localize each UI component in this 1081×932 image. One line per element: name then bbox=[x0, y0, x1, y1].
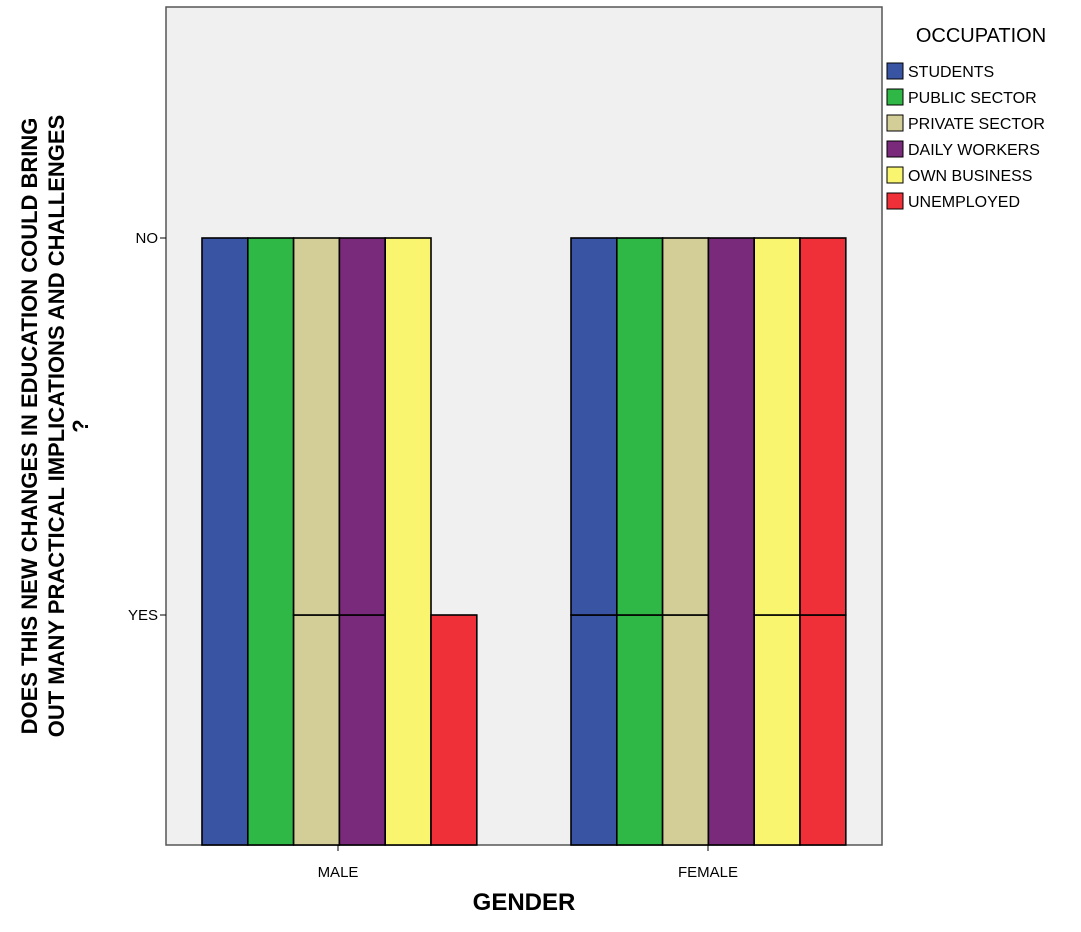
y-axis-title-line-3: ? bbox=[68, 419, 93, 432]
legend-label-own-business: OWN BUSINESS bbox=[908, 168, 1032, 185]
legend-swatch-own-business bbox=[886, 166, 904, 184]
bar-male-daily-workers-no bbox=[338, 237, 386, 616]
x-tick-label-female: FEMALE bbox=[678, 864, 738, 881]
legend-label-private-sector: PRIVATE SECTOR bbox=[908, 116, 1045, 133]
bar-female-unemployed-yes bbox=[799, 614, 847, 846]
legend-swatch-private-sector bbox=[886, 114, 904, 132]
x-tick-label-male: MALE bbox=[318, 864, 359, 881]
y-tick-label-yes: YES bbox=[128, 607, 158, 624]
legend-label-daily-workers: DAILY WORKERS bbox=[908, 142, 1040, 159]
bar-female-daily-workers-no bbox=[707, 237, 756, 846]
bar-female-own-business-no bbox=[753, 237, 801, 616]
legend-label-public-sector: PUBLIC SECTOR bbox=[908, 90, 1037, 107]
y-axis-title: DOES THIS NEW CHANGES IN EDUCATION COULD… bbox=[17, 115, 93, 738]
bar-male-students-no bbox=[201, 237, 249, 846]
bar-female-private-sector-yes bbox=[661, 614, 710, 846]
bar-male-own-business-no bbox=[384, 237, 432, 846]
y-axis-title-line-1: DOES THIS NEW CHANGES IN EDUCATION COULD… bbox=[17, 118, 42, 735]
legend: OCCUPATION STUDENTS PUBLIC SECTOR PRIVATE … bbox=[886, 25, 1046, 211]
bar-female-unemployed-no bbox=[799, 237, 847, 616]
legend-label-unemployed: UNEMPLOYED bbox=[908, 194, 1020, 211]
legend-swatch-unemployed bbox=[886, 192, 904, 210]
legend-swatch-daily-workers bbox=[886, 140, 904, 158]
bar-female-private-sector-no bbox=[661, 237, 710, 616]
bar-female-public-sector-yes bbox=[615, 614, 664, 846]
bar-female-students-no bbox=[570, 237, 618, 616]
x-axis: MALE FEMALE bbox=[318, 845, 738, 881]
bar-male-public-sector-no bbox=[247, 237, 295, 846]
legend-label-students: STUDENTS bbox=[908, 64, 994, 81]
bar-female-students-yes bbox=[570, 614, 618, 846]
bar-male-private-sector-yes bbox=[292, 614, 341, 846]
legend-swatch-public-sector bbox=[886, 88, 904, 106]
legend-swatch-students bbox=[886, 62, 904, 80]
y-axis-title-line-2: OUT MANY PRACTICAL IMPLICATIONS AND CHAL… bbox=[44, 115, 69, 738]
y-axis: YES NO bbox=[128, 230, 166, 624]
bar-female-own-business-yes bbox=[753, 614, 801, 846]
bar-male-private-sector-no bbox=[292, 237, 341, 616]
legend-title: OCCUPATION bbox=[916, 25, 1046, 47]
y-tick-label-no: NO bbox=[136, 230, 159, 247]
bar-male-daily-workers-yes bbox=[338, 614, 386, 846]
bar-male-unemployed-yes bbox=[430, 614, 478, 846]
x-axis-title: GENDER bbox=[473, 889, 576, 916]
bar-female-public-sector-no bbox=[615, 237, 664, 616]
bars-layer bbox=[201, 237, 847, 846]
